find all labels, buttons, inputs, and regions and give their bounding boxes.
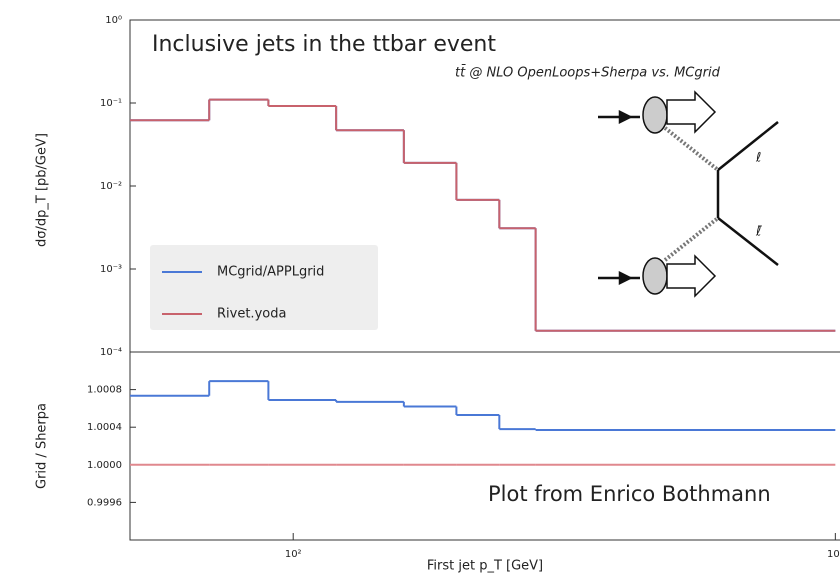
y-tick-label: 0.9996 [87, 497, 122, 508]
svg-text:ℓ: ℓ [755, 151, 761, 166]
y-tick-label: 10⁻³ [100, 264, 122, 275]
legend-label: MCgrid/APPLgrid [217, 265, 324, 280]
y-tick-label: 10⁰ [105, 15, 122, 26]
x-axis-label: First jet p_T [GeV] [427, 559, 543, 574]
svg-text:ℓ̄: ℓ̄ [755, 225, 762, 240]
y-tick-label: 1.0000 [87, 460, 122, 471]
feynman-diagram: ℓ ℓ̄ [598, 90, 779, 298]
chart-title: Inclusive jets in the ttbar event [152, 32, 496, 57]
x-tick-label: 10² [285, 549, 302, 560]
y-axis-label: Grid / Sherpa [35, 403, 50, 489]
x-tick-label: 10³ [827, 549, 840, 560]
y-tick-label: 10⁻¹ [100, 98, 122, 109]
y-tick-label: 10⁻² [100, 181, 122, 192]
y-tick-label: 10⁻⁴ [100, 347, 122, 358]
y-tick-label: 1.0004 [87, 422, 122, 433]
y-tick-label: 1.0008 [87, 385, 122, 396]
annotation: Plot from Enrico Bothmann [488, 482, 771, 506]
legend-box [150, 245, 378, 330]
legend-label: Rivet.yoda [217, 307, 286, 322]
chart-subtitle: tt̄ @ NLO OpenLoops+Sherpa vs. MCgrid [455, 65, 721, 80]
y-axis-label: dσ/dp_T [pb/GeV] [35, 133, 50, 247]
